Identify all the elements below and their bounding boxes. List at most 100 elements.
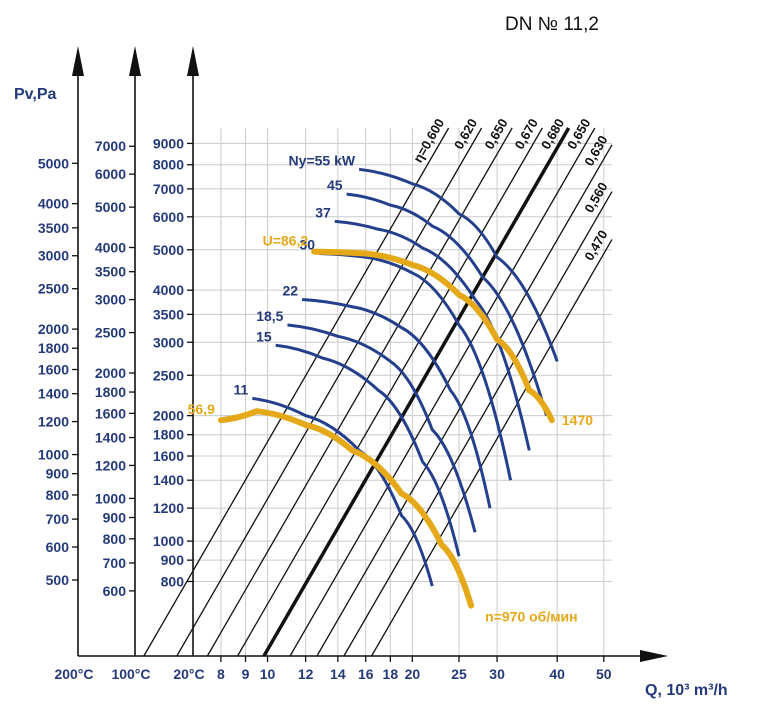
x-tick-label: 10 [260,666,276,682]
efficiency-line [289,127,596,657]
speed-label-1470: 1470 [562,412,593,428]
curve-labels: η=0,600 0,620 0,650 0,6700,6800,6500,6300,5… [188,116,611,625]
y-tick-label: 1400 [153,472,184,488]
power-curve-label: Ny=55 kW [289,152,356,168]
y-axis-arrow [187,46,199,76]
y-tick-label: 2500 [38,281,69,297]
y-axis-arrow [129,46,141,76]
efficiency-line [176,127,483,657]
y-tick-label: 1800 [153,427,184,443]
y-tick-label: 3500 [95,264,126,280]
y-tick-label: 2500 [153,367,184,383]
y-tick-label: 800 [161,573,185,589]
y-tick-label: 900 [46,466,70,482]
y-tick-label: 500 [46,572,70,588]
chart-title: DN № 11,2 [505,14,599,35]
y-tick-label: 6000 [153,209,184,225]
power-curve-label: 15 [256,328,272,344]
y-tick-label: 5000 [38,155,69,171]
y-tick-label: 2500 [95,325,126,341]
efficiency-lines [143,127,613,657]
x-tick-label: 16 [358,666,374,682]
y-tick-label: 2000 [38,321,69,337]
y-tick-label: 1000 [153,533,184,549]
x-tick-label: 50 [596,666,612,682]
y-tick-label: 600 [46,539,70,555]
y-tick-label: 1800 [38,340,69,356]
y-tick-label: 7000 [95,138,126,154]
efficiency-label: 0,560 [581,180,610,216]
y-tick-label: 3000 [95,292,126,308]
operating-curves [217,248,555,609]
operating-curve [311,248,555,424]
y-tick-label: 5000 [153,242,184,258]
power-curve [275,343,461,557]
y-tick-label: 1400 [95,430,126,446]
x-tick-label: 14 [330,666,346,682]
y-axis-label: Pv,Pa [14,86,57,103]
power-curve [287,323,477,533]
y-tick-label: 700 [103,555,127,571]
x-tick-label: 9 [242,666,250,682]
y-tick-label: 1600 [38,362,69,378]
y-tick-label: 1600 [153,448,184,464]
efficiency-line [206,127,513,657]
efficiency-label: 0,630 [581,133,610,169]
efficiency-label: 0,680 [538,116,567,152]
efficiency-line [343,191,613,657]
power-curve [334,219,531,451]
y-tick-label: 1000 [95,490,126,506]
y-tick-label: 6000 [95,166,126,182]
chart-axes [72,46,668,662]
x-tick-label: 20 [405,666,421,682]
y-tick-label: 800 [46,487,70,503]
efficiency-line [143,127,450,657]
y-tick-label: 1200 [95,457,126,473]
power-curve [302,297,492,509]
y-tick-label: 8000 [153,157,184,173]
y-tick-label: 600 [103,583,127,599]
y-tick-label: 9000 [153,135,184,151]
y-tick-label: 3000 [153,334,184,350]
x-tick-label: 40 [549,666,565,682]
efficiency-label: 0,670 [512,116,541,152]
y-tick-label: 5000 [95,199,126,215]
x-tick-label: 25 [451,666,467,682]
x-tick-label: 30 [489,666,505,682]
efficiency-line [316,144,613,657]
temperature-label: 100°C [111,666,150,682]
y-tick-label: 4000 [153,282,184,298]
y-tick-label: 3500 [38,220,69,236]
x-axis-label: Q, 10³ m³/h [645,682,728,699]
speed-label-970: n=970 об/мин [485,609,577,625]
efficiency-line [236,127,543,657]
y-tick-label: 4000 [95,240,126,256]
operating-curve [217,408,475,609]
power-curve-label: 45 [327,177,343,193]
power-curve [319,251,513,481]
y-tick-label: 2000 [95,365,126,381]
temperature-label: 200°C [54,666,93,682]
y-tick-label: 1800 [95,384,126,400]
y-tick-label: 1600 [95,405,126,421]
tick-labels: 500 600 700 800 900 1000 1200 1400 1600 1800 2000 2… [38,135,612,682]
y-tick-label: 2000 [153,408,184,424]
y-tick-label: 700 [46,511,70,527]
power-curve-label: 30 [300,236,316,252]
y-tick-label: 4000 [38,196,69,212]
power-curve [346,192,548,417]
y-tick-label: 900 [103,509,127,525]
y-tick-label: 1000 [38,447,69,463]
efficiency-label: 0,470 [581,227,610,263]
efficiency-label: 0,620 [451,116,480,152]
chart-grid [193,128,612,656]
power-curve [358,167,559,362]
y-axis-arrow [72,46,84,76]
power-curves [252,167,559,587]
y-tick-label: 1400 [38,386,69,402]
y-tick-label: 3500 [153,306,184,322]
y-tick-label: 800 [103,531,127,547]
power-curve-label: 37 [315,204,331,220]
operating-curve-label: 56,9 [188,401,215,417]
